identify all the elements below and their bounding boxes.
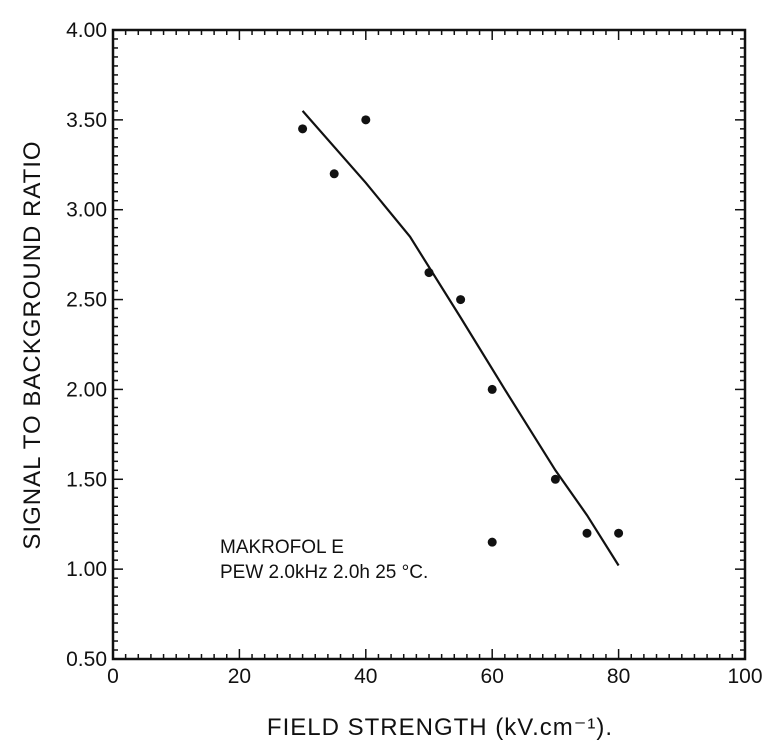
x-tick-label: 60 — [481, 665, 504, 688]
x-axis-label: FIELD STRENGTH (kV.cm⁻¹). — [267, 714, 613, 741]
data-point — [487, 537, 497, 547]
plot-frame — [111, 28, 747, 661]
y-tick-label: 3.50 — [66, 109, 107, 132]
y-tick-labels: 0.50 1.00 1.50 2.00 2.50 3.00 3.50 4.00 — [66, 19, 107, 671]
x-tick-labels: 0 20 40 60 80 100 — [107, 665, 762, 688]
y-tick-label: 2.50 — [66, 289, 107, 312]
y-tick-label: 4.00 — [66, 19, 107, 42]
y-axis-label: SIGNAL TO BACKGROUND RATIO — [19, 140, 46, 549]
data-point — [487, 384, 497, 394]
annotation-line-2: PEW 2.0kHz 2.0h 25 °C. — [220, 562, 428, 583]
y-tick-label: 3.00 — [66, 199, 107, 222]
x-tick-label: 40 — [354, 665, 377, 688]
x-tick-label: 20 — [228, 665, 251, 688]
data-point — [582, 528, 592, 538]
data-points — [298, 115, 624, 547]
data-point — [361, 115, 371, 125]
data-point — [614, 528, 624, 538]
data-point — [298, 124, 308, 134]
x-tick-label: 0 — [107, 665, 119, 688]
y-tick-label: 2.00 — [66, 378, 107, 401]
fit-line — [301, 110, 620, 567]
data-point — [456, 295, 466, 305]
data-point — [424, 268, 434, 278]
x-tick-label: 80 — [607, 665, 630, 688]
data-point — [329, 169, 339, 179]
x-tick-label: 100 — [727, 665, 762, 688]
data-point — [550, 474, 560, 484]
minor-ticks — [112, 29, 746, 660]
annotation-line-1: MAKROFOL E — [220, 537, 344, 558]
y-tick-label: 1.50 — [66, 468, 107, 491]
y-tick-label: 1.00 — [66, 558, 107, 581]
y-tick-label: 0.50 — [66, 648, 107, 671]
